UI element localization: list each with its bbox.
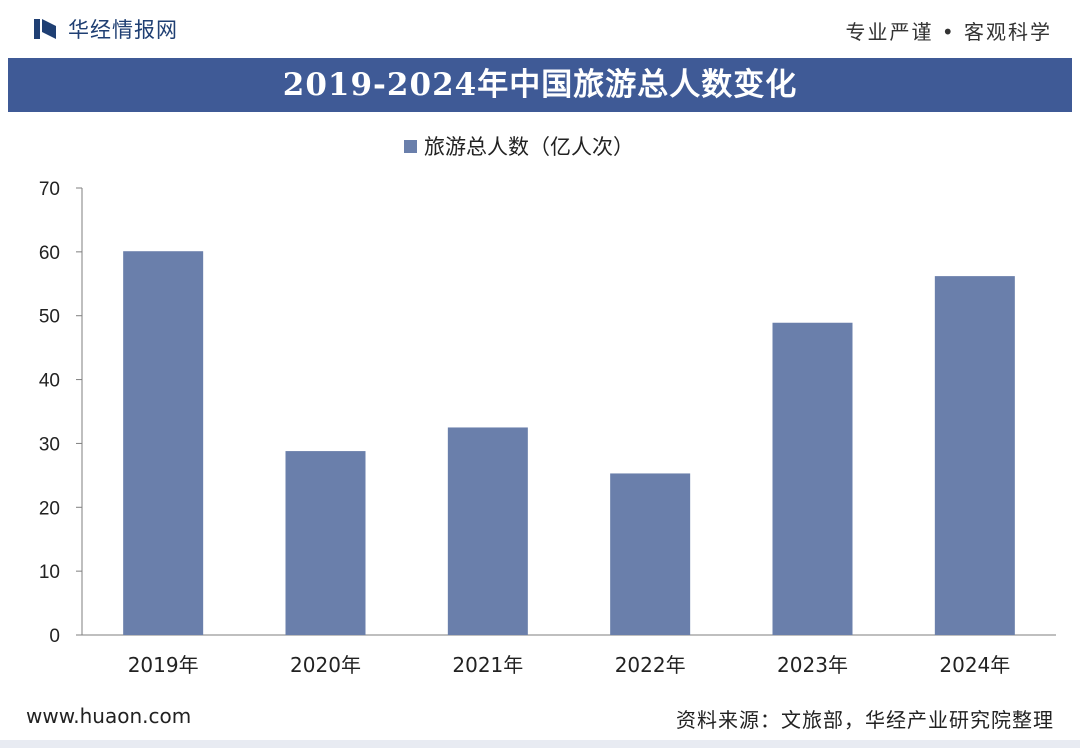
brand-name: 华经情报网 <box>68 18 178 42</box>
top-header: 华经情报网 专业严谨 • 客观科学 <box>0 0 1080 58</box>
bar <box>610 473 691 635</box>
x-tick-label: 2020年 <box>290 653 361 677</box>
bottom-divider <box>0 740 1080 748</box>
y-tick-label: 60 <box>39 243 60 264</box>
legend-label: 旅游总人数（亿人次） <box>424 135 634 159</box>
bar <box>123 251 204 635</box>
y-tick-label: 20 <box>39 498 60 519</box>
y-tick-label: 10 <box>39 562 60 583</box>
bar <box>285 451 366 635</box>
x-tick-label: 2019年 <box>128 653 199 677</box>
bar <box>772 322 853 635</box>
legend-swatch <box>404 140 417 153</box>
y-tick-label: 0 <box>49 626 60 647</box>
x-tick-label: 2023年 <box>777 653 848 677</box>
y-tick-label: 50 <box>39 307 60 328</box>
chart-title: 2019-2024年中国旅游总人数变化 <box>282 67 798 103</box>
bar-chart: 旅游总人数（亿人次） 0 10 20 30 40 50 60 70 2019年 2020年 2021年… <box>39 135 1056 677</box>
x-tick-label: 2021年 <box>452 653 523 677</box>
bar <box>447 427 528 635</box>
y-tick-label: 70 <box>39 179 60 200</box>
x-tick-label: 2024年 <box>939 653 1010 677</box>
title-bar: 2019-2024年中国旅游总人数变化 <box>8 58 1072 112</box>
footer: www.huaon.com 资料来源：文旅部，华经产业研究院整理 <box>0 696 1080 740</box>
site-url: www.huaon.com <box>26 704 192 728</box>
y-tick-label: 40 <box>39 371 60 392</box>
data-source: 资料来源：文旅部，华经产业研究院整理 <box>676 708 1054 732</box>
y-tick-label: 30 <box>39 434 60 455</box>
slogan: 专业严谨 • 客观科学 <box>845 20 1052 44</box>
bar <box>934 276 1015 635</box>
brand-logo-icon <box>34 19 56 39</box>
brand: 华经情报网 <box>32 14 178 44</box>
x-tick-label: 2022年 <box>615 653 686 677</box>
